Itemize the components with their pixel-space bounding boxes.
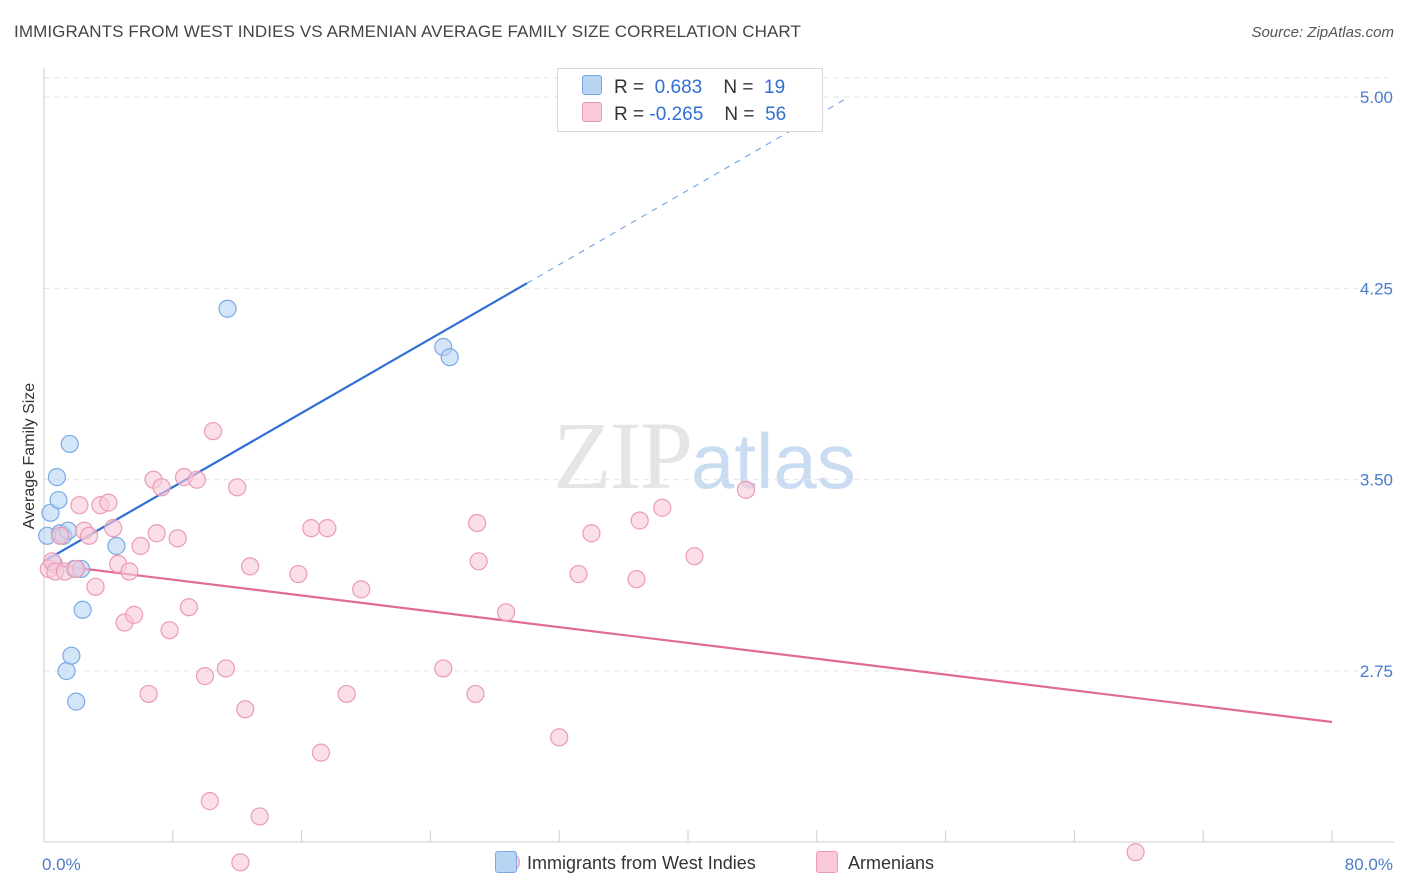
point-armenians <box>231 853 250 872</box>
point-armenians <box>240 557 260 576</box>
point-armenians <box>152 478 171 497</box>
point-west-indies <box>57 661 76 681</box>
point-armenians <box>125 605 144 624</box>
point-armenians <box>67 559 86 579</box>
y-tick-label: 3.50 <box>1360 471 1393 490</box>
point-armenians <box>352 580 371 599</box>
point-armenians <box>195 667 215 686</box>
bottom-legend-armenians: Armenians <box>816 851 934 874</box>
trend-lines <box>43 96 1333 724</box>
legend-r-value: -0.265 <box>649 104 704 125</box>
chart-title: IMMIGRANTS FROM WEST INDIES VS ARMENIAN … <box>14 22 801 41</box>
point-armenians <box>236 700 255 719</box>
point-armenians <box>630 511 649 530</box>
point-west-indies <box>218 299 237 318</box>
watermark-zip: ZIP <box>553 402 693 509</box>
bottom-legend-label: Armenians <box>848 853 935 873</box>
legend-r-value: 0.683 <box>654 77 703 98</box>
tick-labels: 2.75 3.50 4.25 5.00 0.0% 80.0% Average Family … <box>21 88 1393 874</box>
watermark: ZIPatlas <box>553 400 856 511</box>
point-west-indies <box>47 468 66 487</box>
point-armenians <box>1126 843 1145 862</box>
point-west-indies <box>107 536 126 556</box>
point-west-indies <box>440 348 459 367</box>
point-armenians <box>131 536 150 556</box>
point-armenians <box>50 526 70 545</box>
point-armenians <box>168 529 187 548</box>
point-armenians <box>147 524 166 543</box>
point-armenians <box>685 547 704 566</box>
legend-n-label: N = <box>723 77 754 98</box>
point-west-indies <box>62 646 81 665</box>
point-west-indies <box>67 692 86 711</box>
bottom-legend-swatch-armenians <box>816 851 838 873</box>
y-tick-label: 2.75 <box>1360 662 1393 681</box>
point-armenians <box>337 684 356 704</box>
point-armenians <box>120 562 139 581</box>
point-armenians <box>203 422 223 441</box>
watermark-atlas: atlas <box>691 417 856 505</box>
point-armenians <box>289 564 308 584</box>
point-armenians <box>139 684 158 704</box>
trend-line-armenians <box>43 562 1333 724</box>
point-armenians <box>318 519 337 538</box>
point-armenians <box>99 493 118 512</box>
legend-r-label: R = <box>614 77 645 98</box>
point-armenians <box>200 792 219 811</box>
point-armenians <box>496 603 516 622</box>
point-armenians <box>582 524 601 543</box>
point-armenians <box>467 513 487 533</box>
point-west-indies <box>60 434 79 454</box>
trend-line-west-indies <box>43 282 528 563</box>
data-points <box>38 299 1145 872</box>
x-tick-label-max: 80.0% <box>1345 855 1393 874</box>
point-armenians <box>736 480 756 499</box>
chart-source: Source: ZipAtlas.com <box>1251 24 1394 41</box>
point-armenians <box>469 552 488 571</box>
point-armenians <box>70 496 89 515</box>
point-armenians <box>104 519 123 538</box>
y-tick-label: 4.25 <box>1360 279 1393 298</box>
point-armenians <box>466 684 485 704</box>
point-armenians <box>627 570 646 589</box>
legend-swatch-armenians <box>582 102 602 122</box>
point-armenians <box>569 564 588 584</box>
axes <box>43 68 1394 843</box>
trend-line-west-indies-extension <box>526 96 850 284</box>
point-armenians <box>550 728 569 747</box>
point-armenians <box>86 577 105 596</box>
point-armenians <box>79 526 99 545</box>
legend-n-value: 19 <box>764 77 786 98</box>
bottom-legend-swatch-west-indies <box>495 851 517 873</box>
point-armenians <box>228 478 247 497</box>
point-armenians <box>179 598 198 617</box>
legend-r-label: R = <box>614 104 645 125</box>
legend-n-label: N = <box>724 104 755 125</box>
point-armenians <box>216 659 236 678</box>
bottom-legend-west-indies: Immigrants from West Indies <box>495 851 756 874</box>
point-west-indies <box>73 600 92 619</box>
point-west-indies <box>49 490 68 510</box>
grid <box>44 77 1394 672</box>
bottom-legend-label: Immigrants from West Indies <box>527 853 756 873</box>
legend-swatch-west-indies <box>582 75 602 95</box>
point-armenians <box>187 470 207 489</box>
point-armenians <box>653 498 672 517</box>
legend-row-armenians: R = -0.265 N = 56 <box>582 102 786 128</box>
point-armenians <box>250 807 269 826</box>
legend-n-value: 56 <box>765 104 787 125</box>
x-tick-label-min: 0.0% <box>42 855 81 874</box>
point-west-indies <box>41 503 60 522</box>
correlation-legend: R = 0.683 N = 19 R = -0.265 N = 56 <box>557 68 823 132</box>
y-tick-label: 5.00 <box>1360 88 1393 107</box>
point-armenians <box>311 743 331 762</box>
point-armenians <box>434 659 453 678</box>
point-armenians <box>160 621 179 640</box>
y-axis-title: Average Family Size <box>21 383 38 530</box>
point-armenians <box>302 519 321 538</box>
legend-row-west-indies: R = 0.683 N = 19 <box>582 75 785 101</box>
